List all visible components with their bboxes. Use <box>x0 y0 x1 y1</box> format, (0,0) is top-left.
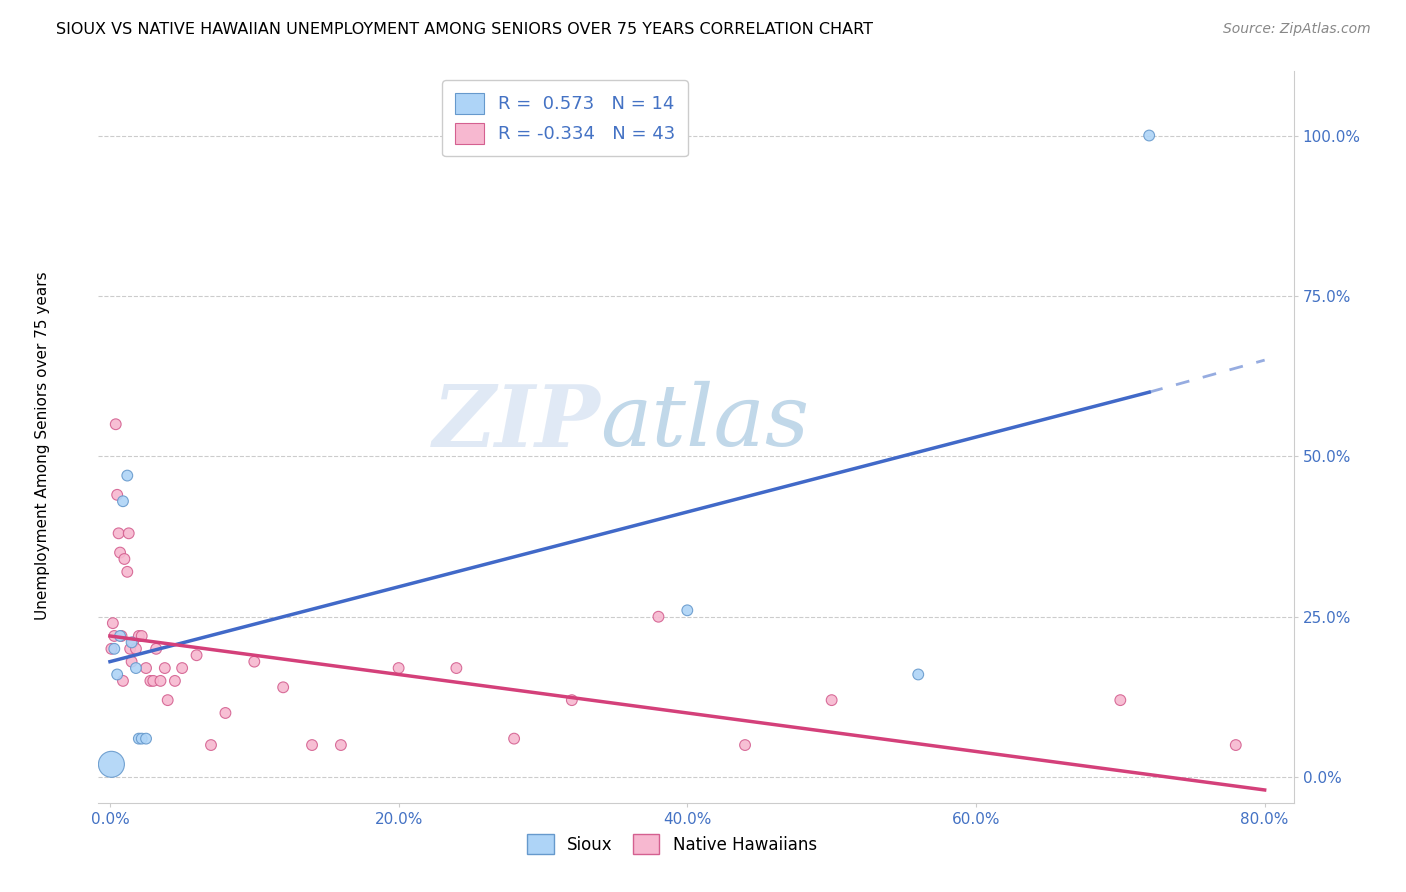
Point <box>907 667 929 681</box>
Point <box>271 681 294 695</box>
Point <box>200 738 222 752</box>
Point <box>1109 693 1132 707</box>
Point <box>117 468 139 483</box>
Point <box>301 738 323 752</box>
Point <box>108 545 131 559</box>
Point <box>561 693 583 707</box>
Point <box>156 693 179 707</box>
Point <box>820 693 842 707</box>
Text: Source: ZipAtlas.com: Source: ZipAtlas.com <box>1223 22 1371 37</box>
Text: ZIP: ZIP <box>433 381 600 464</box>
Legend: Sioux, Native Hawaiians: Sioux, Native Hawaiians <box>520 828 824 860</box>
Point <box>103 641 125 656</box>
Point <box>111 673 134 688</box>
Point <box>131 731 153 746</box>
Point <box>107 526 129 541</box>
Point <box>172 661 194 675</box>
Point <box>108 629 131 643</box>
Point <box>214 706 236 720</box>
Point <box>104 417 127 432</box>
Point <box>103 629 125 643</box>
Point <box>125 641 148 656</box>
Point <box>111 494 134 508</box>
Point <box>329 738 352 752</box>
Point <box>676 603 699 617</box>
Text: SIOUX VS NATIVE HAWAIIAN UNEMPLOYMENT AMONG SENIORS OVER 75 YEARS CORRELATION CH: SIOUX VS NATIVE HAWAIIAN UNEMPLOYMENT AM… <box>56 22 873 37</box>
Point <box>153 661 176 675</box>
Point <box>135 661 157 675</box>
Point <box>139 673 162 688</box>
Point <box>1137 128 1160 143</box>
Point <box>128 629 150 643</box>
Point <box>121 655 143 669</box>
Point <box>128 731 150 746</box>
Point <box>105 667 128 681</box>
Point <box>186 648 208 663</box>
Text: atlas: atlas <box>600 381 810 464</box>
Point <box>163 673 186 688</box>
Point <box>446 661 468 675</box>
Point <box>117 565 139 579</box>
Point <box>100 757 122 772</box>
Point <box>122 635 145 649</box>
Point <box>142 673 165 688</box>
Point <box>388 661 411 675</box>
Point <box>112 552 135 566</box>
Point <box>125 661 148 675</box>
Point <box>131 629 153 643</box>
Text: Unemployment Among Seniors over 75 years: Unemployment Among Seniors over 75 years <box>35 272 49 620</box>
Point <box>647 609 669 624</box>
Point <box>101 616 124 631</box>
Point <box>149 673 172 688</box>
Point <box>503 731 526 746</box>
Point <box>100 641 122 656</box>
Point <box>1225 738 1247 752</box>
Point <box>145 641 167 656</box>
Point <box>734 738 756 752</box>
Point <box>121 635 143 649</box>
Point <box>243 655 266 669</box>
Point <box>135 731 157 746</box>
Point <box>118 526 141 541</box>
Point <box>110 629 132 643</box>
Point <box>120 641 142 656</box>
Point <box>105 488 128 502</box>
